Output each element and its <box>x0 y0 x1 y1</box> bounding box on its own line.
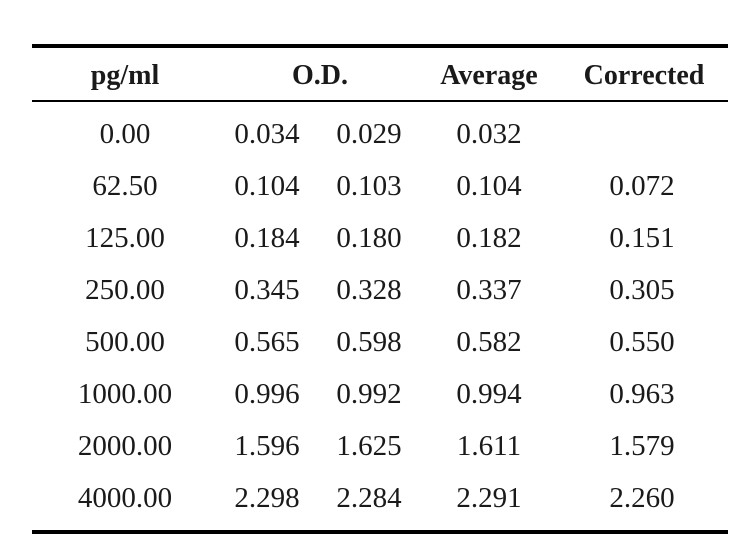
header-pgml: pg/ml <box>90 60 160 91</box>
cell-corrected: 0.963 <box>609 377 675 410</box>
table-row: 125.00 0.184 0.180 0.182 0.151 <box>32 212 728 264</box>
data-table: pg/ml O.D. Average Corrected 0.00 0.034 … <box>32 44 728 534</box>
cell-od1: 0.345 <box>234 273 300 306</box>
cell-corrected: 0.151 <box>609 221 675 254</box>
table-row: 500.00 0.565 0.598 0.582 0.550 <box>32 316 728 368</box>
cell-average: 0.582 <box>456 325 522 358</box>
table-row: 0.00 0.034 0.029 0.032 <box>32 108 728 160</box>
header-rule <box>32 100 728 102</box>
cell-pgml: 250.00 <box>85 273 165 306</box>
cell-od1: 2.298 <box>234 481 300 514</box>
cell-average: 1.611 <box>456 429 522 462</box>
cell-od1: 1.596 <box>234 429 300 462</box>
cell-od1: 0.034 <box>234 117 300 150</box>
cell-od2: 0.328 <box>336 273 402 306</box>
cell-od1: 0.565 <box>234 325 300 358</box>
cell-pgml: 2000.00 <box>77 429 173 462</box>
cell-average: 0.994 <box>456 377 522 410</box>
cell-od2: 2.284 <box>336 481 402 514</box>
cell-corrected: 2.260 <box>609 481 675 514</box>
cell-od2: 0.598 <box>336 325 402 358</box>
cell-average: 2.291 <box>456 481 522 514</box>
cell-od2: 0.180 <box>336 221 402 254</box>
table-row: 4000.00 2.298 2.284 2.291 2.260 <box>32 472 728 524</box>
cell-od2: 0.029 <box>336 117 402 150</box>
cell-corrected: 0.305 <box>609 273 675 306</box>
cell-average: 0.182 <box>456 221 522 254</box>
header-corrected: Corrected <box>583 60 705 91</box>
cell-od1: 0.104 <box>234 169 300 202</box>
header-row: pg/ml O.D. Average Corrected <box>32 48 728 100</box>
table-row: 1000.00 0.996 0.992 0.994 0.963 <box>32 368 728 420</box>
cell-pgml: 0.00 <box>99 117 151 150</box>
cell-corrected <box>572 108 712 160</box>
table-body: 0.00 0.034 0.029 0.032 62.50 0.104 0.103… <box>32 102 728 530</box>
cell-corrected: 0.550 <box>609 325 675 358</box>
cell-corrected: 0.072 <box>609 169 675 202</box>
cell-od1: 0.996 <box>234 377 300 410</box>
cell-corrected: 1.579 <box>609 429 675 462</box>
cell-pgml: 62.50 <box>92 169 158 202</box>
cell-od1: 0.184 <box>234 221 300 254</box>
table-row: 250.00 0.345 0.328 0.337 0.305 <box>32 264 728 316</box>
header-average: Average <box>440 60 538 91</box>
cell-pgml: 500.00 <box>85 325 165 358</box>
cell-pgml: 4000.00 <box>77 481 173 514</box>
cell-average: 0.104 <box>456 169 522 202</box>
cell-od2: 0.992 <box>336 377 402 410</box>
cell-average: 0.032 <box>456 117 522 150</box>
table-row: 62.50 0.104 0.103 0.104 0.072 <box>32 160 728 212</box>
bottom-rule <box>32 530 728 534</box>
cell-average: 0.337 <box>456 273 522 306</box>
table-row: 2000.00 1.596 1.625 1.611 1.579 <box>32 420 728 472</box>
cell-pgml: 125.00 <box>85 221 165 254</box>
header-od: O.D. <box>292 60 348 91</box>
cell-pgml: 1000.00 <box>77 377 173 410</box>
cell-od2: 1.625 <box>336 429 402 462</box>
top-rule <box>32 44 728 48</box>
cell-od2: 0.103 <box>336 169 402 202</box>
